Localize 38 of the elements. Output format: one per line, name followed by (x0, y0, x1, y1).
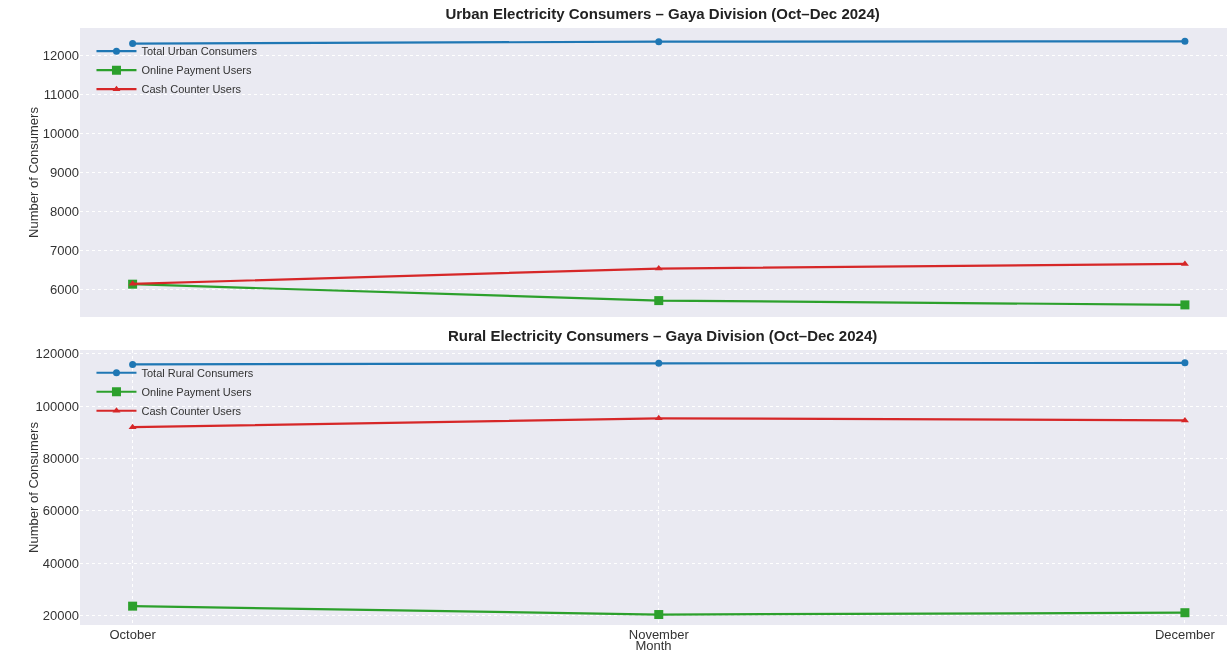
point (1181, 359, 1189, 367)
y-axis-title: Number of Consumers (25, 421, 41, 553)
point (654, 610, 664, 620)
point (128, 601, 138, 611)
x-tick-label: October (109, 627, 157, 642)
point (654, 296, 664, 306)
point (129, 40, 137, 48)
y-tick-label: 120000 (35, 346, 79, 362)
legend-label: Total Urban Consumers (141, 45, 258, 58)
y-tick-label: 7000 (50, 243, 79, 259)
y-tick-label: 9000 (50, 165, 79, 181)
legend-label: Online Payment Users (141, 64, 253, 77)
point (1181, 37, 1189, 45)
chart-title: Urban Electricity Consumers – Gaya Division (Oct–Dec 2024) (445, 4, 880, 22)
legend-label: Cash Counter Users (141, 83, 242, 96)
y-tick-label: 12000 (42, 47, 79, 63)
legend-label: Online Payment Users (141, 386, 253, 399)
y-tick-label: 8000 (50, 204, 79, 220)
y-tick-label: 40000 (42, 555, 79, 571)
y-tick-label: 10000 (42, 126, 79, 141)
y-axis-title: Number of Consumers (25, 106, 41, 238)
point (1180, 416, 1189, 423)
y-tick-label: 60000 (42, 503, 79, 519)
y-tick-label: 20000 (42, 608, 79, 624)
point (655, 38, 663, 46)
chart-title: Rural Electricity Consumers – Gaya Division (Oct–Dec 2024) (447, 326, 878, 344)
y-tick-label: 80000 (42, 451, 79, 467)
legend-label: Cash Counter Users (141, 405, 242, 418)
y-tick-label: 100000 (35, 398, 79, 414)
x-tick-label: December (1154, 627, 1216, 642)
point (1180, 300, 1190, 310)
point (129, 360, 137, 368)
y-tick-label: 11000 (43, 86, 79, 102)
legend-label: Total Rural Consumers (141, 367, 254, 380)
point (654, 414, 663, 421)
y-tick-label: 6000 (50, 282, 79, 298)
point (655, 359, 663, 367)
point (1180, 608, 1190, 618)
